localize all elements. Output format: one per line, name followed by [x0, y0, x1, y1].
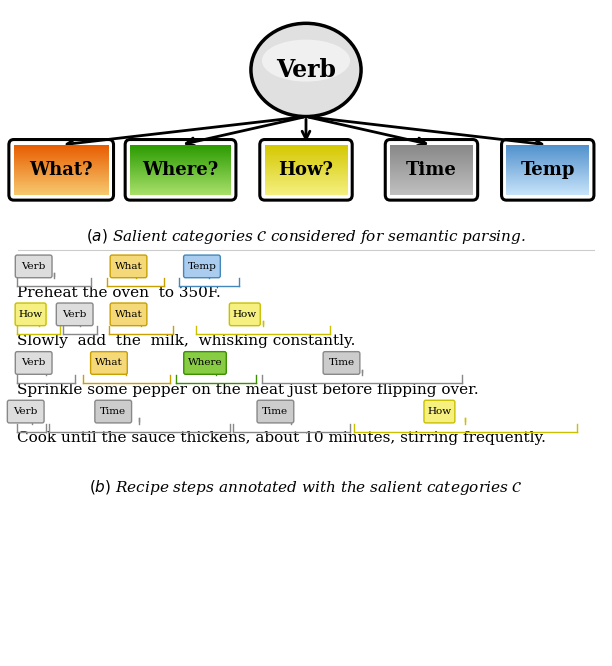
Ellipse shape — [251, 23, 361, 117]
FancyBboxPatch shape — [15, 303, 46, 326]
Text: Time: Time — [406, 161, 457, 179]
Text: Where: Where — [188, 358, 222, 368]
Text: Temp: Temp — [187, 262, 217, 271]
FancyBboxPatch shape — [56, 303, 93, 326]
FancyBboxPatch shape — [184, 255, 220, 278]
Text: How: How — [427, 407, 452, 416]
FancyBboxPatch shape — [110, 255, 147, 278]
Text: Slowly  add  the  milk,  whisking constantly.: Slowly add the milk, whisking constantly… — [17, 334, 356, 348]
Text: What: What — [95, 358, 123, 368]
Text: Verb: Verb — [62, 310, 87, 319]
Text: $(a)$ Salient categories $\mathcal{C}$ considered for semantic parsing.: $(a)$ Salient categories $\mathcal{C}$ c… — [86, 227, 526, 246]
Text: How: How — [233, 310, 257, 319]
FancyBboxPatch shape — [257, 400, 294, 423]
Text: What: What — [114, 262, 143, 271]
Text: Preheat the oven  to 350F.: Preheat the oven to 350F. — [17, 286, 221, 300]
Ellipse shape — [262, 39, 350, 82]
Text: Where?: Where? — [143, 161, 218, 179]
Text: Verb: Verb — [21, 358, 46, 368]
Text: How: How — [18, 310, 43, 319]
FancyBboxPatch shape — [230, 303, 260, 326]
Text: Verb: Verb — [21, 262, 46, 271]
Text: What: What — [114, 310, 143, 319]
Text: Time: Time — [100, 407, 126, 416]
Text: Sprinkle some pepper on the meat just before flipping over.: Sprinkle some pepper on the meat just be… — [17, 382, 479, 397]
FancyBboxPatch shape — [15, 352, 52, 374]
Text: Cook until the sauce thickens, about 10 minutes, stirring frequently.: Cook until the sauce thickens, about 10 … — [17, 431, 546, 446]
FancyBboxPatch shape — [15, 255, 52, 278]
FancyBboxPatch shape — [323, 352, 360, 374]
FancyBboxPatch shape — [424, 400, 455, 423]
Text: Verb: Verb — [276, 58, 336, 82]
Text: Verb: Verb — [13, 407, 38, 416]
FancyBboxPatch shape — [184, 352, 226, 374]
FancyBboxPatch shape — [110, 303, 147, 326]
Text: What?: What? — [29, 161, 93, 179]
Text: Time: Time — [329, 358, 354, 368]
Text: Time: Time — [263, 407, 288, 416]
Text: How?: How? — [278, 161, 334, 179]
FancyBboxPatch shape — [91, 352, 127, 374]
FancyBboxPatch shape — [95, 400, 132, 423]
Text: $(b)$ Recipe steps annotated with the salient categories $\mathcal{C}$: $(b)$ Recipe steps annotated with the sa… — [89, 478, 523, 497]
FancyBboxPatch shape — [7, 400, 44, 423]
Text: Temp: Temp — [520, 161, 575, 179]
